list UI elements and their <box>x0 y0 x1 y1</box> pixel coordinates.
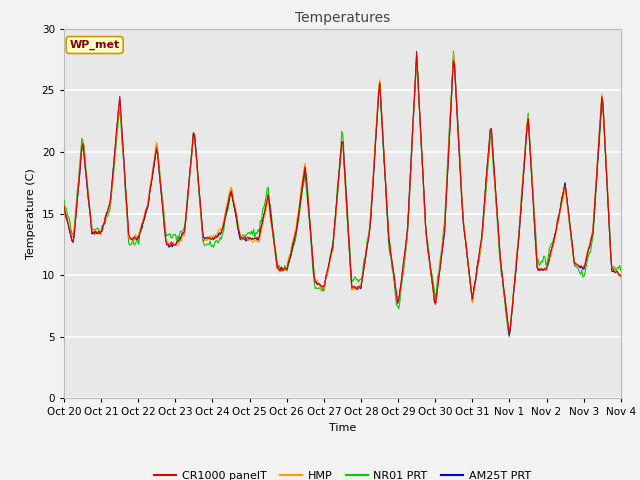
Text: WP_met: WP_met <box>70 40 120 50</box>
Legend: CR1000 panelT, HMP, NR01 PRT, AM25T PRT: CR1000 panelT, HMP, NR01 PRT, AM25T PRT <box>150 467 535 480</box>
Y-axis label: Temperature (C): Temperature (C) <box>26 168 36 259</box>
X-axis label: Time: Time <box>329 423 356 433</box>
Title: Temperatures: Temperatures <box>295 11 390 25</box>
